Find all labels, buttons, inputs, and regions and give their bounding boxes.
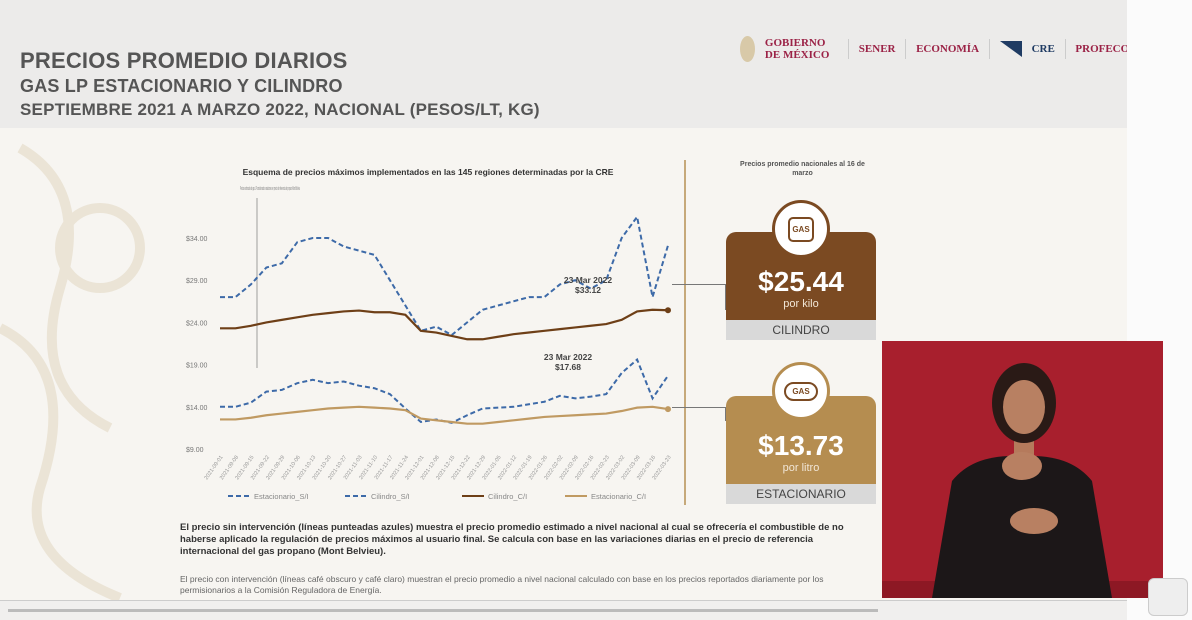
divider-line — [684, 160, 686, 505]
government-logos: GOBIERNO DE MÉXICO SENER ECONOMÍA CRE PR… — [740, 36, 1129, 62]
callout-value: $33.12 — [575, 285, 601, 295]
callout-date: 23 Mar 2022 — [544, 352, 592, 362]
callout-date: 23 Mar 2022 — [564, 275, 612, 285]
connector-estacionario — [672, 407, 726, 421]
price-value: $25.44 — [758, 266, 844, 297]
y-tick-label: $19.00 — [186, 363, 208, 370]
seal-icon — [740, 36, 755, 62]
slide-title: PRECIOS PROMEDIO DIARIOS — [20, 48, 348, 73]
chart-title: Esquema de precios máximos implementados… — [243, 167, 614, 177]
annotation-text: Precios estimados de gas LP considerando… — [240, 186, 300, 192]
note-con-intervencion: El precio con intervención (líneas café … — [180, 574, 824, 595]
channel-logo — [1148, 578, 1188, 616]
series-line-cilindro-c-i — [220, 308, 669, 341]
logo-economia: ECONOMÍA — [916, 43, 980, 55]
legend-label: Estacionario_S/I — [254, 492, 309, 501]
gas-cylinder-icon: GAS — [772, 200, 830, 258]
series-end-marker — [665, 406, 671, 413]
price-chart: Esquema de precios máximos implementados… — [186, 167, 673, 501]
y-tick-label: $34.00 — [186, 236, 208, 243]
slide-period: SEPTIEMBRE 2021 A MARZO 2022, NACIONAL (… — [20, 100, 540, 119]
legend-label: Cilindro_S/I — [371, 492, 410, 501]
series-line-cilindro-s-i — [220, 214, 669, 337]
slide-header: PRECIOS PROMEDIO DIARIOS GAS LP ESTACION… — [0, 0, 1129, 128]
price-unit: por kilo — [783, 298, 819, 310]
legend-label: Cilindro_C/I — [488, 492, 527, 501]
series-line-estacionario-c-i — [220, 405, 669, 425]
y-tick-label: $29.00 — [186, 278, 208, 285]
gas-tank-icon: GAS — [772, 362, 830, 420]
source-footer — [0, 600, 1127, 620]
price-value: $13.73 — [758, 430, 844, 461]
callout-value: $17.68 — [555, 362, 581, 372]
y-tick-label: $14.00 — [186, 405, 208, 412]
sign-language-interpreter-video — [882, 341, 1163, 598]
y-tick-label: $24.00 — [186, 320, 208, 327]
interpreter-figure — [882, 363, 1163, 598]
card-name: CILINDRO — [726, 320, 876, 340]
series-end-marker — [665, 307, 671, 314]
cre-logo-icon — [999, 41, 1022, 57]
logo-profeco: PROFECO — [1075, 43, 1130, 55]
logo-sener: SENER — [858, 43, 896, 55]
connector-cilindro — [672, 284, 726, 310]
price-unit: por litro — [782, 462, 820, 474]
card-name: ESTACIONARIO — [726, 484, 876, 504]
cards-label: Precios promedio nacionales al 16 de mar… — [740, 161, 865, 177]
note-sin-intervencion: El precio sin intervención (líneas punte… — [180, 522, 844, 557]
ornament-decoration — [0, 143, 145, 603]
legend-label: Estacionario_C/I — [591, 492, 646, 501]
slide-subtitle: GAS LP ESTACIONARIO Y CILINDRO — [20, 76, 343, 96]
logo-cre: CRE — [1031, 43, 1055, 55]
logo-gobierno: GOBIERNO DE MÉXICO — [764, 37, 830, 61]
y-tick-label: $9.00 — [186, 447, 204, 454]
